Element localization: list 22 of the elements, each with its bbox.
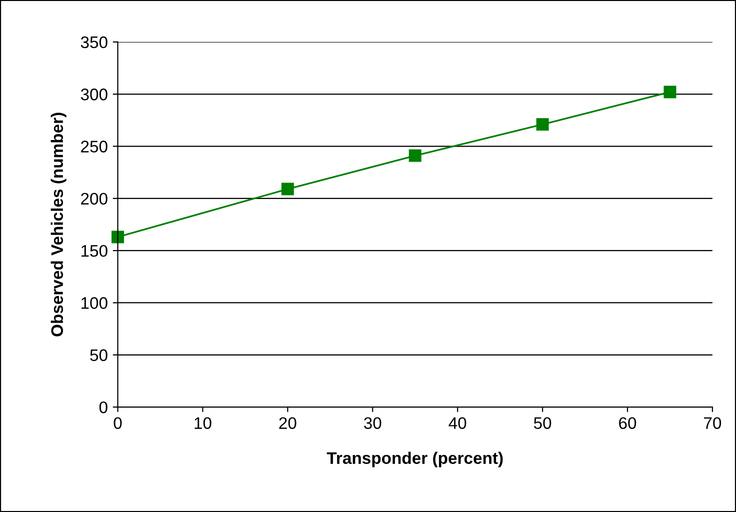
x-tick-label: 50 xyxy=(534,417,552,430)
x-axis-title: Transponder (percent) xyxy=(326,452,503,468)
x-tick-label: 70 xyxy=(704,417,722,430)
y-tick-label: 200 xyxy=(81,192,108,205)
point xyxy=(408,149,422,162)
y-tick-label: 150 xyxy=(82,244,108,257)
point xyxy=(536,118,549,131)
x-tick-label: 40 xyxy=(448,417,466,430)
x-tick-label: 30 xyxy=(364,417,382,430)
y-tick-label: 350 xyxy=(80,36,108,48)
x-tick-label: 60 xyxy=(619,417,636,430)
y-tick-label: 50 xyxy=(90,349,108,362)
y-tick-label: 250 xyxy=(81,140,108,152)
x-tick-label: 0 xyxy=(114,417,122,430)
y-tick-label: 0 xyxy=(99,401,108,414)
point xyxy=(281,182,294,196)
y-tick-label: 300 xyxy=(80,88,108,100)
y-axis-title: Observed Vehicles (number) xyxy=(50,112,66,336)
y-tick-label: 100 xyxy=(82,297,108,309)
x-tick-label: 10 xyxy=(194,417,212,430)
point xyxy=(664,86,676,98)
x-tick-label: 20 xyxy=(279,417,296,430)
